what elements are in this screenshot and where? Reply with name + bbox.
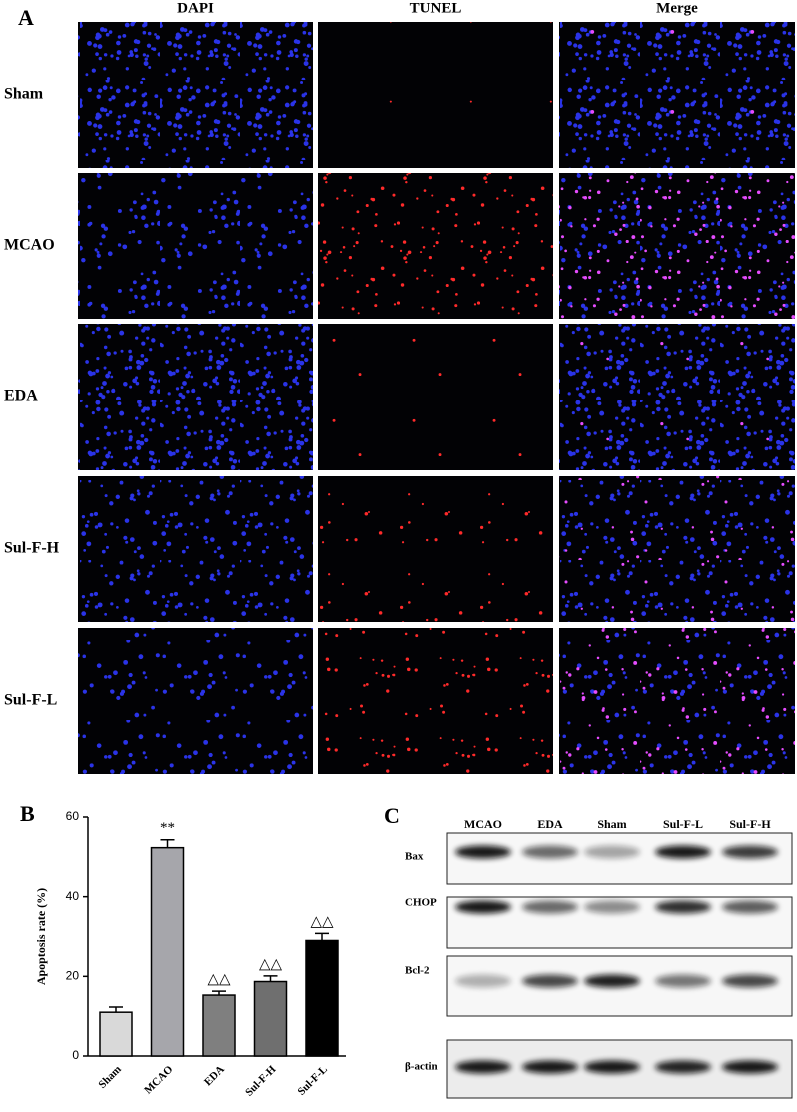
dapi-layer	[78, 173, 313, 319]
row-label: Sham	[4, 86, 44, 103]
y-tick-label: 60	[66, 809, 80, 823]
band	[722, 1060, 778, 1074]
bar	[150, 846, 185, 1057]
merge-layer	[559, 628, 795, 774]
band	[655, 1060, 711, 1074]
panel-label: B	[20, 801, 35, 826]
band	[584, 900, 640, 914]
significance-mark: **	[160, 820, 175, 836]
lane-label: Sham	[597, 817, 626, 831]
merge-layer	[559, 22, 795, 168]
band	[722, 900, 778, 914]
band	[522, 1060, 578, 1074]
tunel-layer	[318, 173, 553, 319]
error-bar	[263, 975, 278, 982]
band	[455, 900, 511, 914]
band	[584, 845, 640, 859]
column-header: Merge	[656, 0, 698, 16]
dapi-layer	[78, 324, 313, 470]
column-header: DAPI	[177, 0, 214, 16]
bar	[305, 939, 339, 1057]
tunel-layer	[318, 476, 553, 622]
row-label: MCAO	[4, 237, 55, 254]
x-tick-label: Sul-F-H	[243, 1063, 279, 1099]
column-header: TUNEL	[410, 0, 462, 16]
y-tick-label: 0	[72, 1048, 79, 1062]
band	[655, 974, 711, 988]
x-tick-label: EDA	[202, 1063, 227, 1088]
protein-label: Bcl-2	[405, 965, 430, 977]
panel-label: C	[384, 803, 400, 828]
merge-layer	[559, 173, 795, 319]
band	[522, 845, 578, 859]
bar	[253, 980, 288, 1057]
protein-label: CHOP	[405, 897, 437, 909]
band	[584, 974, 640, 988]
lane-label: MCAO	[464, 817, 502, 831]
band	[522, 900, 578, 914]
tunel-layer	[318, 324, 553, 470]
x-tick-label: Sham	[96, 1063, 124, 1091]
band	[522, 974, 578, 988]
band	[584, 1060, 640, 1074]
merge-layer	[559, 324, 795, 470]
row-label: Sul-F-H	[4, 540, 60, 557]
error-bar	[212, 990, 226, 996]
significance-mark: △△	[310, 914, 334, 930]
x-tick-label: MCAO	[142, 1063, 175, 1096]
protein-label: β-actin	[405, 1061, 438, 1073]
band	[655, 900, 711, 914]
row-label: EDA	[4, 388, 38, 405]
merge-layer	[559, 476, 795, 622]
row-label: Sul-F-L	[4, 692, 57, 709]
error-bar	[160, 838, 175, 848]
error-bar	[109, 1006, 123, 1013]
y-tick-label: 20	[66, 969, 80, 983]
blot-frame	[446, 832, 793, 885]
dapi-layer	[78, 476, 313, 622]
significance-mark: △△	[207, 972, 231, 988]
lane-label: EDA	[537, 817, 563, 831]
x-tick-label: Sul-F-L	[295, 1063, 329, 1097]
band	[455, 1060, 511, 1074]
bar	[99, 1011, 133, 1057]
band	[655, 845, 711, 859]
lane-label: Sul-F-H	[729, 817, 771, 831]
y-tick-label: 40	[66, 889, 80, 903]
band	[455, 974, 511, 988]
dapi-layer	[78, 628, 313, 774]
band	[722, 974, 778, 988]
lane-label: Sul-F-L	[663, 817, 703, 831]
significance-mark: △△	[259, 956, 283, 972]
band	[455, 845, 511, 859]
tunel-layer	[318, 22, 553, 168]
panel-label: A	[18, 5, 34, 30]
protein-label: Bax	[405, 851, 424, 863]
tunel-layer	[318, 628, 553, 774]
band	[722, 845, 778, 859]
y-axis-label: Apoptosis rate (%)	[34, 888, 48, 985]
dapi-layer	[78, 22, 313, 168]
error-bar	[315, 932, 329, 941]
bar	[202, 994, 236, 1057]
